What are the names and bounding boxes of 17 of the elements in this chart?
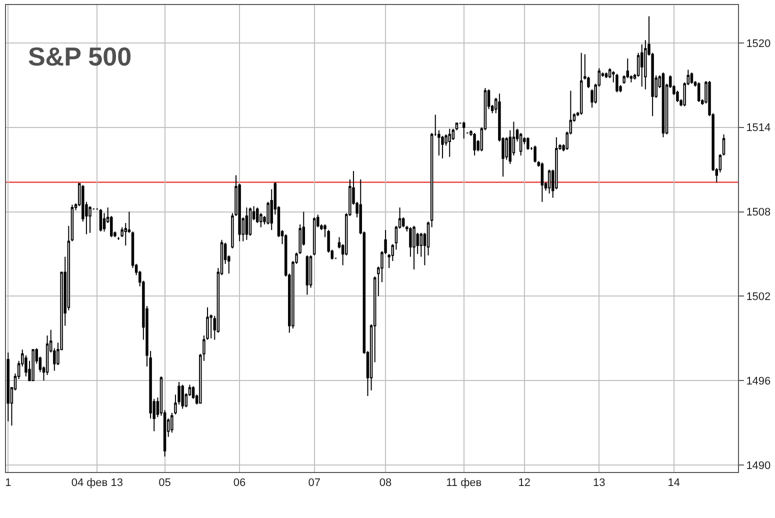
- x-tick-label: 06: [233, 477, 246, 490]
- x-tick-label: 1: [5, 477, 12, 490]
- x-tick-label: 11 фев: [446, 477, 482, 490]
- x-tick-label: 04 фев 13: [71, 477, 123, 490]
- x-tick-label: 13: [593, 477, 606, 490]
- x-tick-label: 12: [518, 477, 531, 490]
- y-tick-label: 1502: [746, 291, 771, 304]
- y-tick-label: 1496: [746, 375, 771, 388]
- y-tick-label: 1514: [746, 122, 771, 134]
- x-tick-label: 14: [668, 477, 680, 490]
- y-tick-label: 1508: [746, 206, 771, 219]
- x-tick-label: 07: [308, 477, 320, 490]
- y-tick-label: 1490: [746, 460, 771, 472]
- x-tick-label: 08: [379, 477, 392, 490]
- x-tick-label: 05: [158, 477, 171, 490]
- y-tick-label: 1520: [746, 38, 771, 50]
- text: S&P 500: [28, 41, 132, 72]
